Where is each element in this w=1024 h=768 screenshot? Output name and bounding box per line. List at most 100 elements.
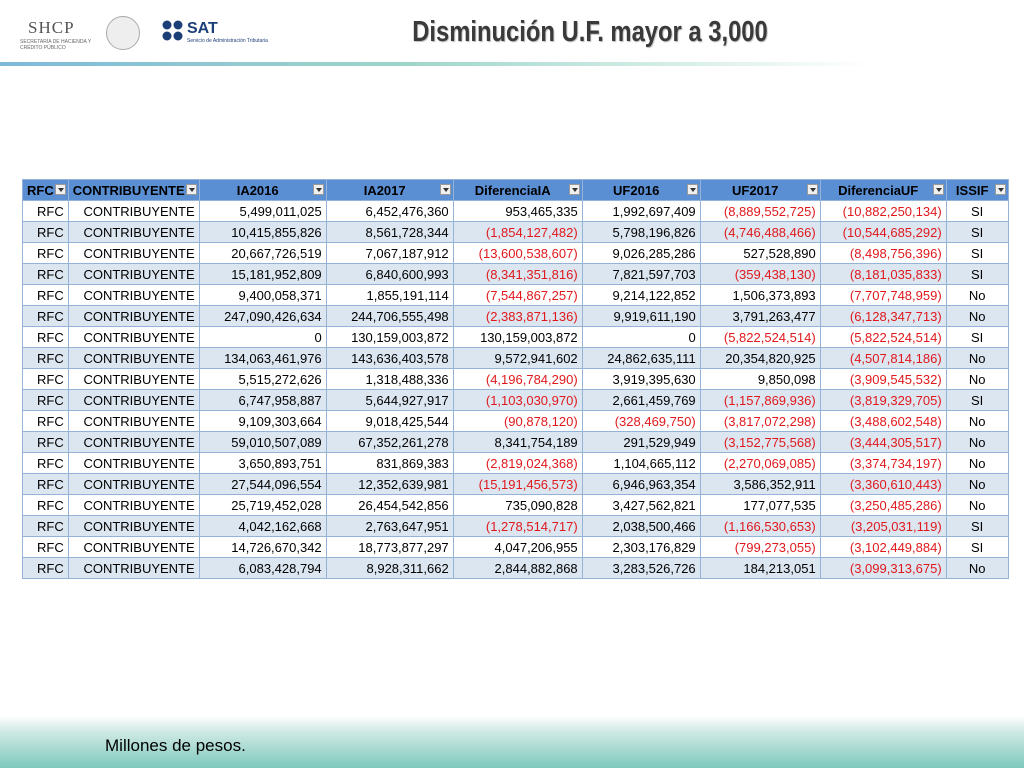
- table-cell: SI: [945, 536, 1009, 558]
- table-cell: 247,090,426,634: [198, 305, 327, 327]
- table-cell: 134,063,461,976: [198, 347, 327, 369]
- table-cell: 2,763,647,951: [325, 515, 454, 537]
- table-cell: 244,706,555,498: [325, 305, 454, 327]
- table-cell: 2,303,176,829: [581, 536, 701, 558]
- table-cell: (5,822,524,514): [699, 326, 821, 348]
- table-cell: RFC: [22, 305, 69, 327]
- table-cell: (3,374,734,197): [819, 452, 947, 474]
- table-cell: 9,214,122,852: [581, 284, 701, 306]
- table-cell: 1,855,191,114: [325, 284, 454, 306]
- table-cell: 12,352,639,981: [325, 473, 454, 495]
- table-cell: 20,667,726,519: [198, 242, 327, 264]
- table-cell: No: [945, 347, 1009, 369]
- table-cell: RFC: [22, 389, 69, 411]
- table-cell: RFC: [22, 284, 69, 306]
- table-cell: 3,283,526,726: [581, 557, 701, 579]
- table-cell: (2,270,069,085): [699, 452, 821, 474]
- table-cell: CONTRIBUYENTE: [67, 410, 200, 432]
- table-cell: (359,438,130): [699, 263, 821, 285]
- table-cell: (6,128,347,713): [819, 305, 947, 327]
- table-cell: 4,047,206,955: [452, 536, 583, 558]
- table-cell: RFC: [22, 242, 69, 264]
- table-cell: 8,928,311,662: [325, 557, 454, 579]
- table-row: RFC CONTRIBUYENTE 25,719,452,028 26,454,542…: [22, 494, 1009, 516]
- table-cell: CONTRIBUYENTE: [67, 494, 200, 516]
- filter-button[interactable]: [932, 184, 944, 195]
- table-cell: RFC: [22, 515, 69, 537]
- table-cell: (328,469,750): [581, 410, 701, 432]
- table-cell: No: [945, 494, 1009, 516]
- table-cell: (3,360,610,443): [819, 473, 947, 495]
- table-cell: SI: [945, 221, 1009, 243]
- table-row: RFC CONTRIBUYENTE 27,544,096,554 12,352,639…: [22, 473, 1009, 495]
- table-row: RFC CONTRIBUYENTE 59,010,507,089 67,352,261…: [22, 431, 1009, 453]
- table-cell: 1,506,373,893: [699, 284, 821, 306]
- table-cell: RFC: [22, 200, 69, 222]
- table-cell: 130,159,003,872: [452, 326, 583, 348]
- table-cell: SI: [945, 263, 1009, 285]
- table-row: RFC CONTRIBUYENTE 10,415,855,826 8,561,728,…: [22, 221, 1009, 243]
- table-cell: CONTRIBUYENTE: [67, 431, 200, 453]
- filter-button[interactable]: [568, 184, 580, 195]
- filter-button[interactable]: [686, 184, 698, 195]
- table-cell: No: [945, 284, 1009, 306]
- logo-shcp-sub: SECRETARÍA DE HACIENDA Y CRÉDITO PÚBLICO: [20, 39, 92, 51]
- table-cell: 26,454,542,856: [325, 494, 454, 516]
- table-cell: 67,352,261,278: [325, 431, 454, 453]
- table-cell: 735,090,828: [452, 494, 583, 516]
- column-header: ISSIF: [945, 179, 1009, 201]
- column-header: DiferenciaUF: [819, 179, 947, 201]
- column-header: IA2016: [198, 179, 327, 201]
- table-cell: (3,152,775,568): [699, 431, 821, 453]
- table-cell: RFC: [22, 326, 69, 348]
- table-cell: 59,010,507,089: [198, 431, 327, 453]
- logo-sat: SAT: [187, 20, 218, 37]
- filter-button[interactable]: [439, 184, 451, 195]
- table-cell: (3,909,545,532): [819, 368, 947, 390]
- table-cell: CONTRIBUYENTE: [67, 305, 200, 327]
- table-cell: (10,544,685,292): [819, 221, 947, 243]
- table-cell: RFC: [22, 221, 69, 243]
- column-header: DiferenciaIA: [452, 179, 583, 201]
- table-cell: 831,869,383: [325, 452, 454, 474]
- table-cell: 2,844,882,868: [452, 557, 583, 579]
- table-cell: No: [945, 410, 1009, 432]
- table-cell: (4,746,488,466): [699, 221, 821, 243]
- table-cell: CONTRIBUYENTE: [67, 347, 200, 369]
- table-cell: 9,572,941,602: [452, 347, 583, 369]
- table-row: RFC CONTRIBUYENTE 5,515,272,626 1,318,488,3…: [22, 368, 1009, 390]
- table-cell: 9,919,611,190: [581, 305, 701, 327]
- table-cell: 7,067,187,912: [325, 242, 454, 264]
- table-cell: CONTRIBUYENTE: [67, 452, 200, 474]
- logo-sat-sub: Servicio de Administración Tributaria: [187, 38, 268, 44]
- table-cell: (1,166,530,653): [699, 515, 821, 537]
- filter-button[interactable]: [994, 184, 1006, 195]
- table-cell: (3,099,313,675): [819, 557, 947, 579]
- table-cell: No: [945, 431, 1009, 453]
- table-cell: No: [945, 557, 1009, 579]
- table-cell: 5,499,011,025: [198, 200, 327, 222]
- table-cell: 3,919,395,630: [581, 368, 701, 390]
- table-row: RFC CONTRIBUYENTE 5,499,011,025 6,452,476,3…: [22, 200, 1009, 222]
- table-cell: 3,650,893,751: [198, 452, 327, 474]
- table-cell: SI: [945, 242, 1009, 264]
- table-cell: 143,636,403,578: [325, 347, 454, 369]
- filter-button[interactable]: [312, 184, 324, 195]
- table-cell: (8,181,035,833): [819, 263, 947, 285]
- column-header: UF2017: [699, 179, 821, 201]
- table-cell: No: [945, 305, 1009, 327]
- table-row: RFC CONTRIBUYENTE 6,747,958,887 5,644,927,9…: [22, 389, 1009, 411]
- table-cell: RFC: [22, 452, 69, 474]
- table-cell: No: [945, 368, 1009, 390]
- table-cell: RFC: [22, 347, 69, 369]
- table-cell: SI: [945, 200, 1009, 222]
- filter-button[interactable]: [54, 184, 66, 195]
- filter-button[interactable]: [806, 184, 818, 195]
- table-cell: CONTRIBUYENTE: [67, 473, 200, 495]
- table-cell: 8,341,754,189: [452, 431, 583, 453]
- table-cell: 0: [198, 326, 327, 348]
- table-cell: 9,850,098: [699, 368, 821, 390]
- filter-button[interactable]: [185, 184, 197, 195]
- table-cell: (10,882,250,134): [819, 200, 947, 222]
- table-cell: (3,250,485,286): [819, 494, 947, 516]
